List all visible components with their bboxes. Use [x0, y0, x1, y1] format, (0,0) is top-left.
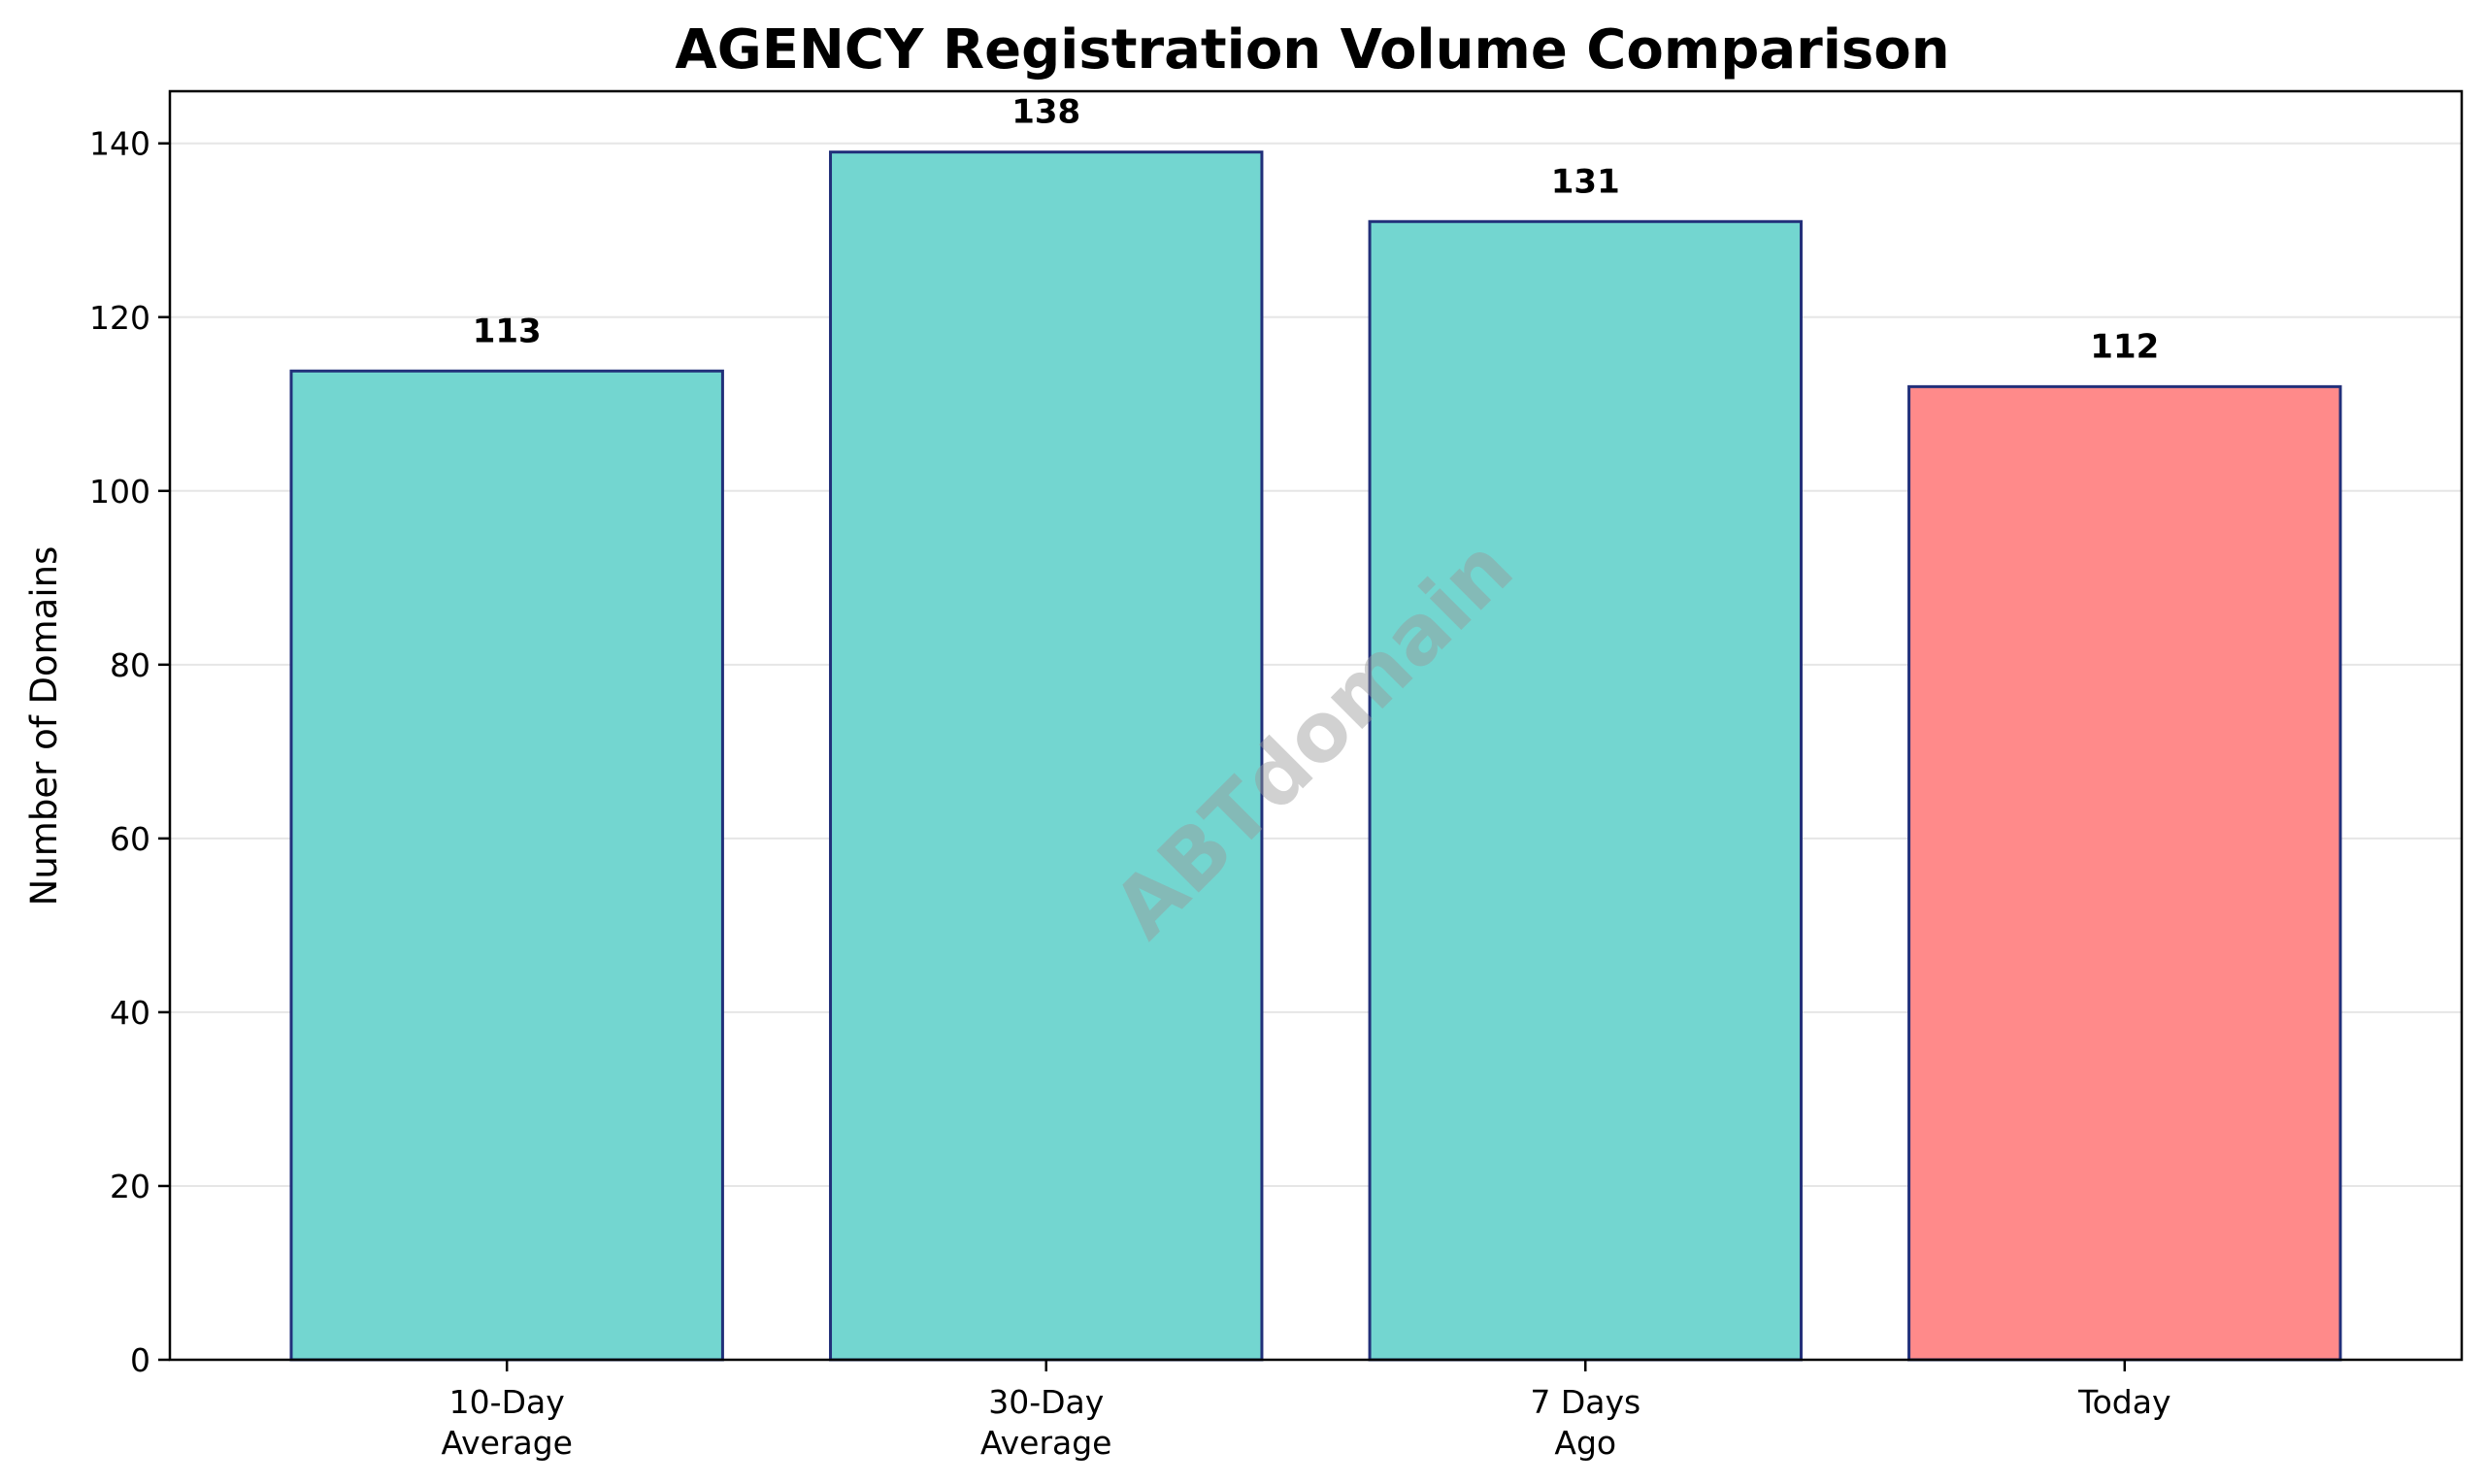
y-tick-label: 0 [130, 1341, 150, 1379]
x-tick-label: 10-Day Average [441, 1383, 573, 1462]
x-tick-label: Today [2077, 1383, 2170, 1421]
bar [1907, 384, 2342, 1362]
bar [289, 369, 724, 1362]
y-axis-label: Number of Domains [23, 546, 65, 907]
y-axis-ticks: 0 20 40 60 80 100 120 140 [89, 125, 170, 1379]
y-tick-label: 60 [110, 820, 150, 858]
bars [289, 150, 2342, 1362]
x-tick-label: 30-Day Average [980, 1383, 1112, 1462]
plot-frame [168, 89, 2464, 1362]
bar-data-label: 113 [473, 312, 542, 350]
bar [829, 150, 1264, 1362]
y-tick-label: 100 [89, 473, 150, 511]
bar [1368, 219, 1803, 1362]
x-tick-label: 7 Days Ago [1530, 1383, 1640, 1462]
bar-data-label: 131 [1551, 162, 1620, 201]
y-tick-label: 40 [110, 994, 150, 1032]
y-tick-label: 20 [110, 1168, 150, 1205]
y-tick-label: 120 [89, 299, 150, 337]
bar-data-label: 112 [2090, 327, 2159, 366]
x-axis-ticks: 10-Day Average 30-Day Average 7 Days Ago Today [441, 1360, 2171, 1462]
y-tick-label: 140 [89, 125, 150, 163]
chart-title: AGENCY Registration Volume Comparison [675, 18, 1949, 82]
bar-data-label: 138 [1011, 93, 1080, 132]
y-tick-label: 80 [110, 646, 150, 684]
data-labels: 113 138 131 112 [473, 93, 2160, 367]
